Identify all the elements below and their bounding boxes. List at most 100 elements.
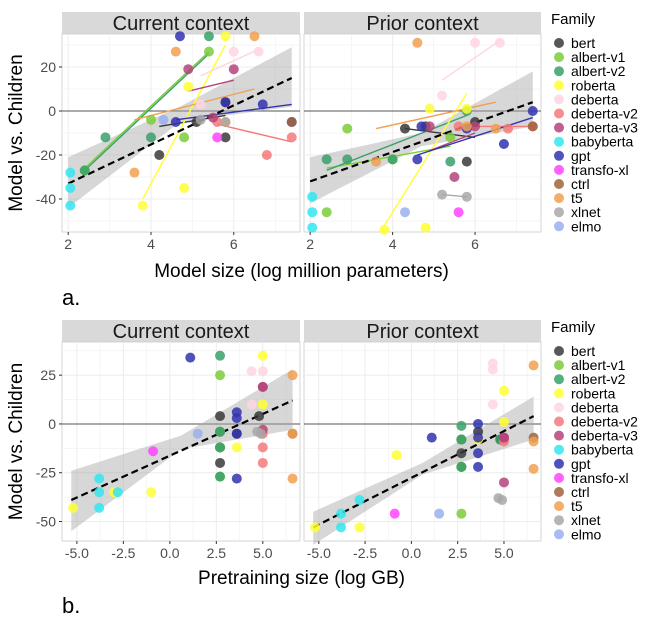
point-roberta bbox=[310, 522, 321, 533]
point-t5 bbox=[528, 436, 539, 447]
point-gpt bbox=[231, 428, 242, 439]
point-t5 bbox=[412, 37, 423, 48]
point-gpt bbox=[412, 154, 423, 165]
point-albert-v2 bbox=[387, 154, 398, 165]
y-tick-label: 0 bbox=[48, 103, 56, 119]
point-roberta bbox=[354, 522, 365, 533]
point-deberta-v2 bbox=[286, 132, 297, 143]
point-deberta-v3 bbox=[424, 121, 435, 132]
point-gpt bbox=[174, 31, 185, 42]
point-roberta bbox=[257, 350, 268, 361]
point-roberta bbox=[379, 224, 390, 235]
chart-b: Current context -5.0 -2.5 0.0 2.5 5.0 -50 -25 0 2… bbox=[6, 319, 638, 618]
point-roberta bbox=[183, 81, 194, 92]
point-albert-v2 bbox=[456, 461, 467, 472]
point-babyberta bbox=[112, 487, 123, 498]
point-gpt bbox=[473, 448, 484, 459]
point-babyberta bbox=[336, 508, 347, 519]
point-albert-v2 bbox=[456, 420, 467, 431]
facet-strip bbox=[304, 12, 541, 34]
legend-label: deberta bbox=[571, 399, 619, 415]
point-albert-v1 bbox=[203, 46, 214, 57]
legend-key-xlnet bbox=[554, 207, 564, 218]
point-deberta bbox=[246, 366, 257, 377]
point-babyberta bbox=[354, 495, 365, 506]
point-t5 bbox=[461, 121, 472, 132]
legend-key-t5 bbox=[554, 193, 564, 204]
x-axis-title: Pretraining size (log GB) bbox=[198, 568, 405, 589]
facet-strip bbox=[62, 12, 300, 34]
point-albert-v2 bbox=[215, 471, 226, 482]
point-babyberta bbox=[65, 183, 76, 193]
fit-line-roberta bbox=[383, 93, 468, 226]
point-albert-v1 bbox=[456, 508, 467, 519]
legend-key-albert-v1 bbox=[554, 360, 564, 371]
point-albert-v1 bbox=[145, 114, 156, 125]
legend-label: albert-v1 bbox=[571, 357, 626, 373]
point-deberta bbox=[257, 366, 268, 377]
point-gpt bbox=[231, 473, 242, 484]
point-transfo-xl bbox=[389, 508, 400, 519]
point-roberta bbox=[498, 416, 509, 427]
facet-panel: Current context -5.0 -2.5 0.0 2.5 5.0 -50 -25 0 2… bbox=[36, 320, 301, 561]
legend-key-roberta bbox=[554, 80, 564, 91]
legend-label: albert-v2 bbox=[571, 63, 626, 79]
legend-label: deberta bbox=[571, 91, 619, 107]
x-tick-label: 2.5 bbox=[207, 545, 227, 561]
point-bert bbox=[461, 156, 472, 167]
legend-label: transfo-xl bbox=[571, 162, 629, 178]
point-albert-v2 bbox=[215, 350, 226, 361]
legend-label: roberta bbox=[571, 77, 616, 93]
point-babyberta bbox=[94, 473, 105, 484]
legend-label: ctrl bbox=[571, 176, 590, 192]
legend: Familybertalbert-v1albert-v2robertadeber… bbox=[551, 319, 638, 542]
legend-key-elmo bbox=[554, 221, 564, 232]
legend-label: deberta-v2 bbox=[571, 414, 638, 430]
point-bert bbox=[215, 457, 226, 468]
point-deberta bbox=[437, 90, 448, 101]
point-gpt bbox=[473, 418, 484, 429]
point-transfo-xl bbox=[148, 446, 159, 457]
point-deberta-v2 bbox=[261, 150, 272, 160]
fit-line-bert bbox=[404, 127, 476, 139]
point-t5 bbox=[371, 156, 382, 167]
point-gpt bbox=[473, 461, 484, 472]
y-tick-label: -25 bbox=[36, 465, 56, 481]
overall-trend-line bbox=[309, 101, 534, 183]
point-t5 bbox=[287, 370, 298, 381]
y-tick-label: 0 bbox=[48, 416, 56, 432]
point-bert bbox=[399, 123, 410, 134]
point-roberta bbox=[137, 200, 148, 211]
point-roberta bbox=[220, 31, 231, 42]
legend-label: babyberta bbox=[571, 442, 633, 458]
facet-panel: Prior context -5.0 -2.5 0.0 2.5 5.0 bbox=[303, 320, 542, 561]
facet-strip bbox=[62, 320, 300, 342]
point-babyberta bbox=[307, 207, 318, 218]
y-axis-title: Model vs. Children bbox=[6, 54, 27, 211]
fit-line-t5 bbox=[134, 88, 255, 121]
point-gpt bbox=[498, 139, 509, 149]
legend-key-babyberta bbox=[554, 444, 564, 455]
legend-key-gpt bbox=[554, 458, 564, 469]
x-tick-label: -2.5 bbox=[111, 545, 135, 561]
y-tick-label: -50 bbox=[36, 513, 56, 529]
point-t5 bbox=[528, 463, 539, 474]
point-deberta bbox=[487, 399, 498, 410]
legend-label: elmo bbox=[571, 218, 602, 234]
x-tick-label: -2.5 bbox=[353, 545, 377, 561]
point-albert-v2 bbox=[100, 132, 111, 143]
x-tick-label: 4 bbox=[147, 236, 155, 252]
point-albert-v1 bbox=[215, 370, 226, 381]
legend-key-gpt bbox=[554, 150, 564, 161]
point-albert-v2 bbox=[445, 156, 456, 167]
legend-key-transfo-xl bbox=[554, 164, 564, 175]
point-albert-v2 bbox=[203, 31, 214, 42]
panel-label: b. bbox=[62, 593, 80, 618]
point-babyberta bbox=[94, 487, 105, 498]
confidence-ribbon bbox=[310, 71, 533, 204]
point-bert bbox=[220, 132, 231, 143]
fit-line-gpt bbox=[417, 116, 533, 156]
x-tick-label: 5.0 bbox=[494, 545, 514, 561]
point-albert-v1 bbox=[321, 207, 332, 218]
